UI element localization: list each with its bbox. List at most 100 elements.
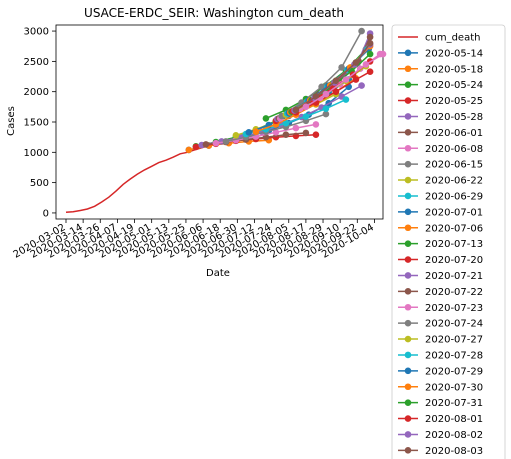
legend-label: 2020-08-02 — [425, 430, 483, 441]
legend-marker — [404, 319, 412, 327]
data-point — [202, 141, 210, 148]
data-point — [292, 106, 300, 114]
legend-marker — [404, 240, 412, 247]
series-2020-08-10 — [302, 50, 387, 111]
y-tick-label: 1500 — [24, 118, 49, 129]
plot-frame — [55, 24, 384, 220]
legend-label: 2020-07-01 — [425, 207, 483, 218]
data-point — [358, 27, 365, 35]
legend-marker — [404, 272, 412, 279]
legend-label: 2020-07-29 — [425, 366, 483, 377]
legend-label: 2020-06-01 — [425, 128, 483, 139]
data-point — [312, 93, 320, 100]
legend-label: 2020-06-15 — [425, 160, 483, 171]
data-point — [366, 50, 374, 58]
legend-marker — [404, 415, 412, 422]
legend: cum_death 2020-05-14 2020-05-18 2020-05-24 2… — [391, 24, 506, 459]
legend-label: 2020-07-24 — [425, 319, 483, 330]
series-line — [225, 113, 327, 143]
data-point — [292, 124, 300, 132]
legend-label: 2020-05-18 — [425, 64, 483, 75]
data-point — [342, 76, 350, 83]
legend-marker — [404, 113, 412, 120]
data-point — [262, 115, 270, 122]
legend-label: 2020-05-24 — [425, 80, 483, 91]
legend-label: 2020-07-23 — [425, 303, 483, 314]
series-line — [265, 48, 367, 120]
legend-marker — [404, 447, 412, 454]
legend-label: 2020-08-03 — [425, 446, 483, 457]
legend-label: 2020-07-21 — [425, 271, 483, 282]
legend-marker — [404, 383, 412, 391]
legend-marker — [404, 97, 412, 104]
y-tick-label: 1000 — [24, 148, 49, 159]
data-point — [358, 82, 365, 89]
legend-label: 2020-08-01 — [425, 414, 483, 425]
data-point — [342, 96, 350, 103]
legend-label: 2020-07-20 — [425, 255, 483, 266]
chart-title: USACE-ERDC_SEIR: Washington cum_death — [84, 6, 344, 20]
legend-marker — [404, 208, 412, 216]
y-tick-label: 0 — [43, 208, 49, 219]
data-point — [352, 76, 360, 83]
y-tick-label: 500 — [30, 178, 49, 189]
legend-marker — [404, 399, 412, 406]
legend-label: 2020-07-22 — [425, 287, 483, 298]
data-point — [245, 129, 253, 136]
data-point — [322, 90, 330, 98]
legend-label: 2020-07-27 — [425, 335, 483, 346]
legend-label: 2020-07-31 — [425, 398, 483, 409]
legend-marker — [404, 81, 412, 88]
legend-marker — [404, 224, 412, 232]
legend-label: 2020-05-14 — [425, 48, 483, 59]
y-axis-label: Cases — [6, 106, 17, 136]
legend-label: 2020-06-22 — [425, 176, 483, 187]
data-point — [312, 131, 320, 138]
legend-label: 2020-07-30 — [425, 382, 483, 393]
data-point — [312, 121, 320, 128]
legend-label: 2020-07-06 — [425, 223, 483, 234]
legend-label: 2020-07-28 — [425, 350, 483, 361]
data-point — [232, 132, 240, 139]
data-point — [322, 105, 330, 112]
legend-marker — [404, 335, 412, 343]
legend-marker — [404, 49, 412, 57]
data-point — [318, 83, 325, 91]
legend-marker — [404, 192, 412, 200]
plot-area — [55, 24, 387, 220]
legend-marker — [404, 144, 412, 152]
series-line-observed — [65, 138, 245, 214]
data-point — [252, 128, 260, 135]
data-point — [302, 103, 310, 111]
data-point — [362, 61, 370, 68]
legend-marker — [404, 367, 412, 375]
y-tick-label: 2500 — [24, 57, 49, 68]
data-point — [379, 50, 387, 58]
series-2020-08-03 — [292, 39, 374, 114]
legend-marker — [404, 256, 412, 263]
y-tick-label: 2000 — [24, 87, 49, 98]
data-point — [222, 138, 230, 145]
data-point — [366, 33, 374, 41]
legend-label: cum_death — [425, 32, 480, 43]
legend-marker — [404, 65, 412, 73]
legend-marker — [404, 351, 412, 359]
data-point — [338, 64, 345, 71]
y-axis: 0 500 1000 1500 2000 2500 3000 — [24, 27, 56, 219]
data-point — [302, 113, 310, 120]
data-point — [302, 129, 310, 137]
legend-marker — [404, 303, 412, 311]
legend-marker — [404, 431, 412, 438]
y-tick-label: 3000 — [24, 27, 49, 38]
series-line — [245, 98, 347, 135]
data-point — [352, 59, 360, 66]
legend-frame — [391, 24, 506, 459]
data-point — [192, 143, 200, 151]
x-axis-label: Date — [206, 268, 230, 279]
data-point — [366, 68, 374, 75]
data-point — [272, 129, 280, 136]
data-point — [282, 131, 290, 138]
legend-marker — [404, 160, 412, 168]
data-point — [185, 146, 193, 154]
